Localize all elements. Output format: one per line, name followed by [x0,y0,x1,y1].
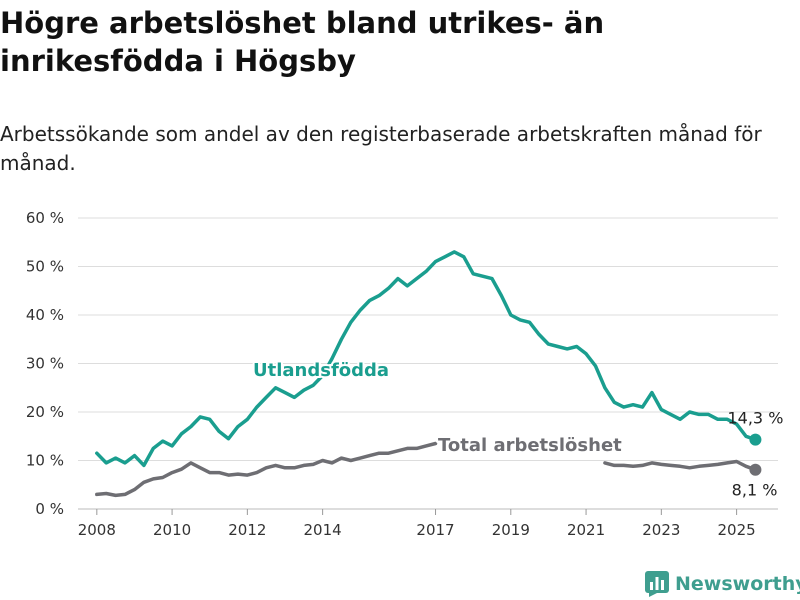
x-tick-label: 2017 [416,521,454,539]
brand-logo: Newsworthy [645,570,800,598]
end-point-foreign [749,433,762,446]
x-tick-label: 2023 [642,521,680,539]
series-line-foreign [95,250,758,468]
series-label-total: Total arbetslöshet [438,435,622,456]
x-tick-label: 2019 [492,521,530,539]
end-value-total: 8,1 % [732,481,778,500]
chart-subtitle: Arbetssökande som andel av den registerb… [0,122,762,175]
end-value-foreign: 14,3 % [727,409,783,428]
series-line-total [95,441,438,498]
y-tick-label: 0 % [35,500,64,518]
y-tick-label: 60 % [26,209,64,227]
y-tick-label: 10 % [26,452,64,470]
y-tick-label: 20 % [26,403,64,421]
x-tick-label: 2008 [78,521,116,539]
series-line-total-late [603,459,758,472]
y-tick-label: 40 % [26,306,64,324]
y-tick-label: 50 % [26,258,64,276]
x-tick-label: 2010 [153,521,191,539]
brand-name: Newsworthy [675,573,800,595]
y-tick-label: 30 % [26,355,64,373]
x-tick-label: 2012 [228,521,266,539]
chart-title: Högre arbetslöshet bland utrikes- än inr… [0,6,605,78]
end-point-total [749,463,762,476]
series-label-foreign: Utlandsfödda [253,360,389,381]
x-tick-label: 2025 [718,521,756,539]
x-tick-label: 2014 [304,521,342,539]
newsworthy-logo-icon [645,571,669,597]
x-tick-label: 2021 [567,521,605,539]
